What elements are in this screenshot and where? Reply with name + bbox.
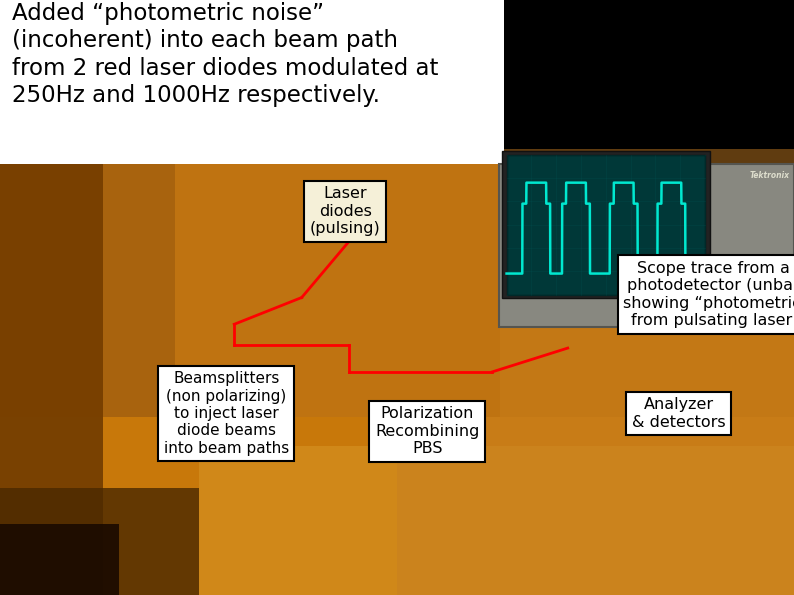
- Bar: [0, 149, 103, 595]
- Bar: [499, 164, 794, 327]
- Bar: [0, 0, 504, 164]
- Bar: [397, 416, 794, 595]
- Bar: [198, 446, 794, 595]
- Bar: [0, 488, 198, 595]
- Text: Scope trace from a single
photodetector (unbalanced)
showing “photometric noise”: Scope trace from a single photodetector …: [623, 261, 794, 328]
- Text: Beamsplitters
(non polarizing)
to inject laser
diode beams
into beam paths: Beamsplitters (non polarizing) to inject…: [164, 371, 289, 456]
- Bar: [0, 164, 794, 595]
- Text: Laser
diodes
(pulsing): Laser diodes (pulsing): [310, 186, 381, 236]
- Text: Analyzer
& detectors: Analyzer & detectors: [632, 397, 726, 430]
- Text: Polarization
Recombining
PBS: Polarization Recombining PBS: [375, 406, 480, 456]
- Bar: [0, 524, 119, 595]
- Bar: [0, 149, 175, 416]
- Bar: [103, 149, 500, 416]
- Text: Added “photometric noise”
(incoherent) into each beam path
from 2 red laser diod: Added “photometric noise” (incoherent) i…: [12, 2, 438, 107]
- Bar: [507, 155, 705, 295]
- Bar: [502, 151, 710, 298]
- Circle shape: [769, 275, 779, 282]
- Text: Tektronix: Tektronix: [750, 171, 790, 180]
- Bar: [500, 149, 794, 416]
